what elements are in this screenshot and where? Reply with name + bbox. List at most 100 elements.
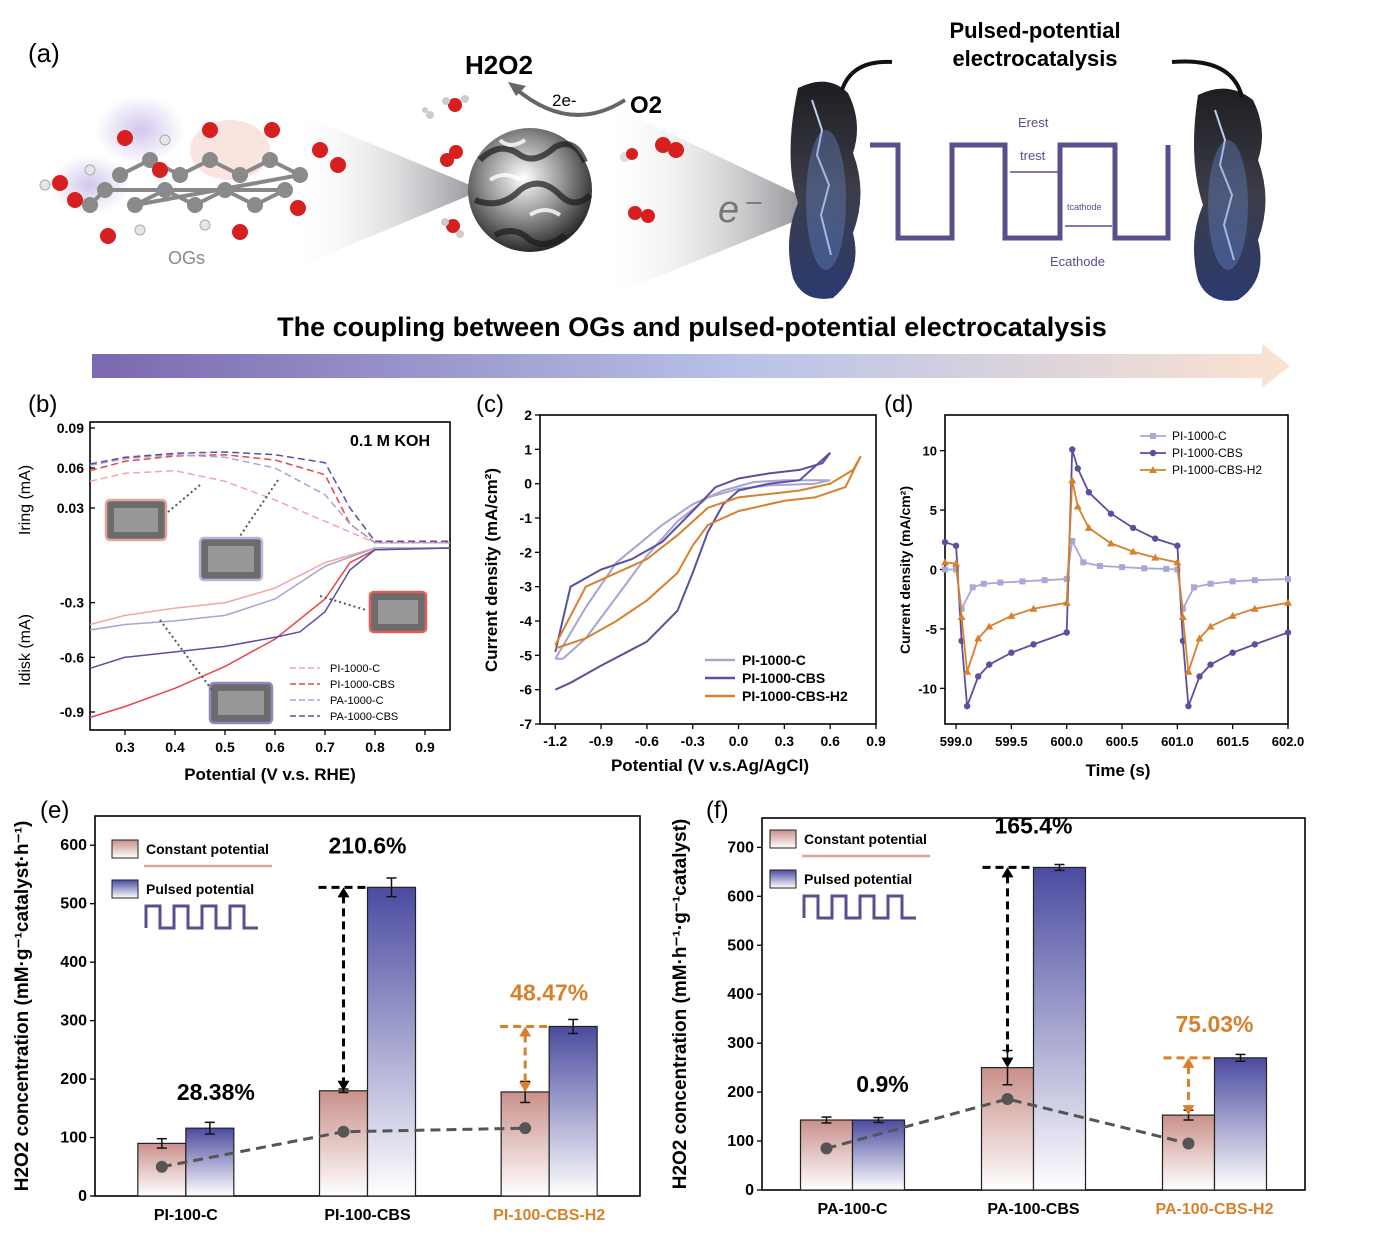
hydrogen-atom	[199, 219, 211, 231]
data-point	[1062, 598, 1071, 606]
legend-swatch-constant	[769, 829, 797, 849]
category-label: PI-100-CBS-H2	[493, 1207, 605, 1224]
arrowhead	[1182, 1105, 1195, 1116]
disk-tick-label: -0.3	[60, 595, 84, 611]
data-point	[952, 542, 960, 549]
x-tick-label: 0.9	[415, 739, 435, 755]
legend-marker	[1149, 449, 1157, 457]
y-tick-label: 5	[930, 503, 937, 518]
y-tick-label: 400	[60, 954, 87, 971]
data-point	[1029, 604, 1038, 612]
sem-texture	[218, 691, 264, 715]
progress-arrow	[92, 344, 1290, 388]
increase-label: 28.38%	[177, 1079, 255, 1105]
data-point	[1129, 524, 1137, 532]
ring-tick-label: 0.03	[57, 500, 84, 516]
arrowhead	[337, 1080, 350, 1091]
panel-label: (e)	[40, 797, 69, 824]
data-point	[1163, 565, 1170, 572]
y-tick-label: 0	[524, 476, 532, 492]
legend-marker	[1150, 433, 1156, 439]
data-point	[1073, 502, 1082, 510]
data-point	[1106, 539, 1115, 547]
pulse-title-line1: Pulsed-potential	[949, 18, 1120, 43]
x-tick-label: 0.3	[115, 739, 135, 755]
panel-a-label: (a)	[28, 38, 60, 68]
data-point	[974, 673, 982, 680]
category-label: PA-100-C	[818, 1201, 888, 1218]
y-axis-label-ring: Iring (mA)	[17, 465, 34, 535]
plot-frame	[539, 414, 877, 725]
carbon-atom	[142, 152, 158, 168]
category-label: PI-100-CBS	[324, 1207, 411, 1224]
panel-d-label: (d)	[884, 391, 913, 418]
panel-c-label: (c)	[476, 391, 504, 418]
chart-e: 0 100 200 300 400 500 600 (e) H2O2 concentration…	[12, 797, 641, 1224]
legend-label: PA-1000-C	[330, 695, 384, 707]
pointer-arrow	[167, 484, 201, 513]
pulse-waveform	[870, 142, 1171, 241]
y-axis-label: H2O2 concentration (mM·g⁻¹catalyst·h⁻¹)	[12, 821, 33, 1192]
legend-label: PI-1000-CBS	[742, 670, 825, 686]
y-tick-label: 300	[60, 1013, 87, 1030]
oxygen-molecules-illustration	[422, 95, 684, 238]
bar-Constant potential	[980, 1067, 1035, 1191]
data-point	[957, 613, 966, 621]
x-tick-label: 0.9	[866, 733, 886, 749]
data-point	[1019, 578, 1026, 585]
oxygen-atom	[202, 122, 218, 138]
arrowhead	[1001, 1057, 1014, 1068]
data-point	[1207, 661, 1214, 668]
oxygen-atom	[152, 162, 168, 178]
data-point	[1229, 578, 1236, 585]
data-point	[969, 584, 976, 591]
hydrogen-atom	[159, 134, 171, 146]
pulse-series-PI-1000-CBS	[944, 449, 1289, 707]
y-tick-label: 600	[727, 888, 754, 905]
ogs-label: OGs	[168, 248, 205, 268]
y-tick-label: 0	[78, 1188, 87, 1205]
pulse-series-PI-1000-CBS-H2	[944, 480, 1289, 672]
x-axis-label: Time (s)	[1086, 761, 1151, 780]
data-point	[1068, 476, 1077, 484]
data-point	[1184, 667, 1193, 675]
wire-left	[840, 59, 893, 91]
panel-b-label: (b)	[28, 391, 57, 418]
data-point	[1074, 465, 1081, 472]
data-point	[1251, 577, 1258, 584]
legend-label-pulsed: Pulsed potential	[804, 871, 912, 887]
data-point	[1041, 577, 1048, 584]
trend-point	[820, 1142, 833, 1155]
legend-swatch-pulsed	[111, 879, 139, 899]
data-point	[985, 622, 994, 630]
data-point	[1285, 576, 1291, 583]
h2o2-label: H2O2	[465, 50, 533, 80]
x-tick-label: -0.9	[589, 733, 613, 749]
data-point	[1129, 547, 1138, 555]
data-point	[1084, 523, 1093, 531]
data-point	[1007, 611, 1016, 619]
data-point	[1173, 558, 1182, 566]
x-tick-label: 599.0	[940, 734, 973, 749]
x-tick-label: 0.3	[775, 733, 795, 749]
sem-texture	[208, 546, 254, 572]
y-tick-label: -1	[520, 510, 533, 526]
hydrogen-atom	[84, 164, 96, 176]
coupling-caption: The coupling between OGs and pulsed-pote…	[277, 312, 1107, 342]
panel-a: (a) OGs	[28, 18, 1290, 388]
x-tick-label: 601.5	[1216, 734, 1249, 749]
legend-label: PI-1000-CBS-H2	[742, 688, 848, 704]
x-tick-label: 602.0	[1272, 734, 1305, 749]
bar-Pulsed potential	[1032, 866, 1087, 1191]
data-point	[1069, 446, 1076, 453]
two-electron-label: 2e-	[552, 91, 577, 110]
data-point	[1063, 629, 1070, 636]
chart-b: 0.3 0.4 0.5 0.6 0.7 0.8 0.9 0.09 0.06 0.03 -0.3 -0.…	[17, 391, 451, 784]
bar-Pulsed potential	[185, 1127, 235, 1197]
increase-label: 0.9%	[856, 1071, 908, 1097]
oxygen-atom	[100, 228, 116, 244]
hydrogen-atom	[39, 179, 51, 191]
carbon-atom	[262, 152, 278, 168]
legend-label: PI-1000-CBS-H2	[1172, 463, 1262, 477]
bar-Pulsed potential	[548, 1025, 598, 1197]
